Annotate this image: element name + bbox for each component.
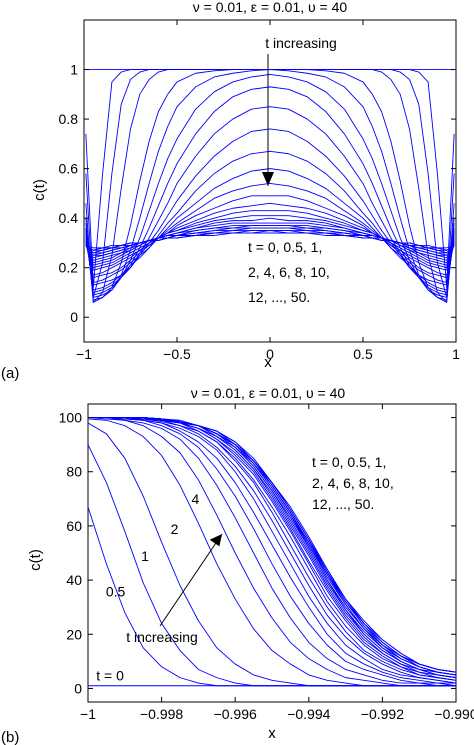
chart-panel-b: ν = 0.01, ε = 0.01, υ = 40 −1 −0.998 −0.99… xyxy=(1,385,474,745)
increase-arrow-b xyxy=(159,533,223,627)
x-tick-label: 1 xyxy=(452,346,460,362)
increase-arrowhead-b xyxy=(209,534,222,547)
y-tick-label: 0 xyxy=(70,309,78,325)
x-tick-label: −1 xyxy=(80,706,96,722)
times-line-b-1: t = 0, 0.5, 1, xyxy=(312,454,386,470)
curve-t-50 xyxy=(88,417,457,673)
times-line-b-3: 12, ..., 50. xyxy=(312,496,374,512)
x-tick-label: 0 xyxy=(266,346,274,362)
x-tick-label: −0.996 xyxy=(214,706,257,722)
increase-arrowhead-a xyxy=(262,172,274,186)
y-tick-label: 0 xyxy=(74,680,82,696)
curves-a xyxy=(85,69,455,303)
y-axis-label-a: c(t) xyxy=(31,179,48,201)
curve-t-16 xyxy=(88,417,457,684)
y-tick-label: 0.4 xyxy=(59,210,79,226)
times-line-b-2: 2, 4, 6, 8, 10, xyxy=(312,475,394,491)
arrow-label-a: t increasing xyxy=(265,35,337,51)
y-tick-label: 40 xyxy=(66,572,82,588)
y-tick-label: 20 xyxy=(66,626,82,642)
plot-frame-b xyxy=(87,403,457,703)
curve-t-26 xyxy=(85,210,455,269)
arrow-label-b: t increasing xyxy=(126,629,198,645)
curve-label: 0.5 xyxy=(106,583,126,599)
curve-t-14 xyxy=(88,417,457,684)
chart-title-a: ν = 0.01, ε = 0.01, υ = 40 xyxy=(193,0,348,15)
x-tick-label: −1 xyxy=(76,346,92,362)
y-tick-label: 100 xyxy=(59,410,83,426)
curve-t-6 xyxy=(87,417,456,687)
curve-label: 4 xyxy=(192,491,200,507)
x-tick-label: −0.992 xyxy=(361,706,404,722)
curve-t-50 xyxy=(85,232,455,249)
curve-label: 1 xyxy=(141,548,149,564)
y-tick-label: 1 xyxy=(70,62,78,78)
times-line-a-3: 12, ..., 50. xyxy=(248,289,310,305)
curve-t-10 xyxy=(88,417,457,687)
times-line-a-1: t = 0, 0.5, 1, xyxy=(248,239,322,255)
curve-labels-b: t = 0 0.5 1 24 xyxy=(96,491,199,683)
x-axis-label-a: x xyxy=(264,354,272,371)
times-line-a-2: 2, 4, 6, 8, 10, xyxy=(248,264,330,280)
curve-t-30 xyxy=(85,217,455,264)
y-axis-b: 0 20 40 60 80 100 xyxy=(59,410,456,696)
x-tick-label: −0.990 xyxy=(434,706,474,722)
y-tick-label: 0.6 xyxy=(59,161,79,177)
y-tick-label: 0.2 xyxy=(59,260,79,276)
curve-t-18 xyxy=(85,168,455,283)
curve-t-1 xyxy=(87,444,456,687)
x-axis-label-b: x xyxy=(268,725,276,742)
curve-t-16 xyxy=(85,150,455,286)
y-tick-label: 60 xyxy=(66,518,82,534)
y-tick-label: 80 xyxy=(66,464,82,480)
chart-title-b: ν = 0.01, ε = 0.01, υ = 40 xyxy=(191,385,346,401)
curve-t-20 xyxy=(85,183,455,279)
curve-label: t = 0 xyxy=(96,667,124,683)
x-tick-label: 0.5 xyxy=(353,346,373,362)
curve-t-4 xyxy=(87,418,456,687)
y-tick-label: 0.8 xyxy=(59,111,79,127)
curves-b xyxy=(87,417,457,687)
panel-label-a: (a) xyxy=(1,365,19,382)
y-axis-label-b: c(t) xyxy=(27,549,44,571)
chart-panel-a: ν = 0.01, ε = 0.01, υ = 40 −1 −0.5 0 0.5 1 0… xyxy=(1,0,460,382)
x-axis-b: −1 −0.998 −0.996 −0.994 −0.992 −0.990 xyxy=(80,404,474,722)
curve-label: 2 xyxy=(171,521,179,537)
curve-t-14 xyxy=(85,128,455,291)
panel-label-b: (b) xyxy=(1,729,19,745)
y-axis-a: 0 0.2 0.4 0.6 0.8 1 xyxy=(59,62,456,325)
curve-t-24 xyxy=(85,202,455,271)
x-axis-a: −1 −0.5 0 0.5 1 xyxy=(76,20,460,362)
curve-t-22 xyxy=(85,195,455,276)
x-tick-label: −0.998 xyxy=(140,706,183,722)
x-tick-label: −0.994 xyxy=(287,706,330,722)
curve-t-8 xyxy=(88,417,456,687)
x-tick-label: −0.5 xyxy=(163,346,191,362)
